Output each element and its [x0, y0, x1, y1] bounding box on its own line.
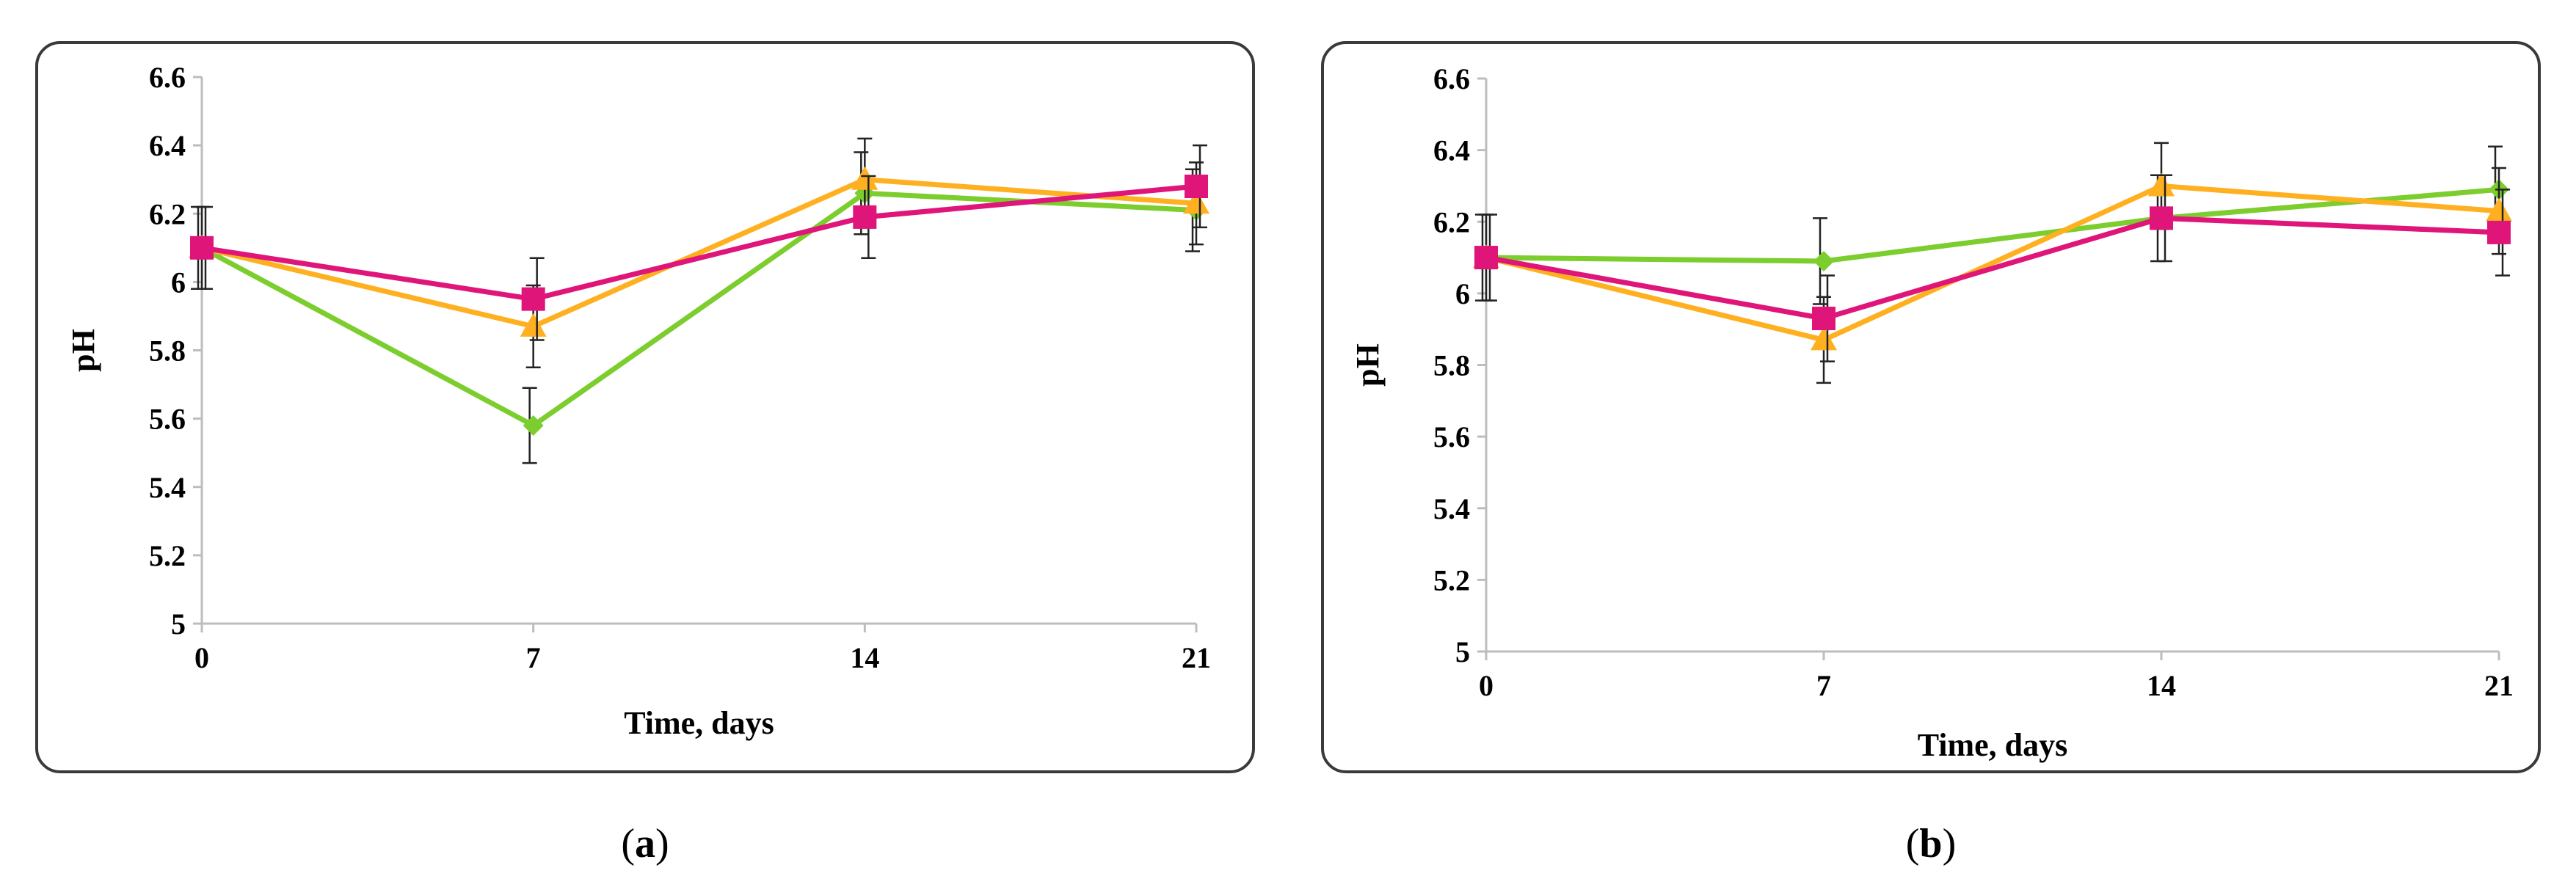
data-point-square: [521, 287, 545, 311]
y-tick-label: 5.2: [1433, 563, 1470, 596]
data-point-square: [2487, 220, 2511, 244]
y-tick-label: 6.6: [149, 61, 186, 94]
y-tick-label: 6.4: [1433, 134, 1470, 167]
data-point-square: [1474, 246, 1498, 270]
panel-caption-b: (b): [1905, 821, 1957, 866]
x-tick-label: 21: [1182, 641, 1211, 674]
data-point-square: [2150, 206, 2173, 230]
data-point-triangle: [2486, 197, 2512, 222]
y-axis-title: pH: [1350, 343, 1386, 387]
chart-b: 5 5.2 5.4 5.6 5.8 6 6.2 6.4 6.6 0 7 14 21 Time, days p…: [1350, 62, 2514, 763]
data-point-square: [1185, 175, 1208, 198]
y-tick-label: 5: [1455, 635, 1470, 668]
panel-caption-a: (a): [621, 821, 669, 866]
series-line: [200, 190, 1197, 428]
x-axis-title: Time, days: [624, 705, 774, 741]
y-axis-title: pH: [65, 329, 101, 372]
series-orange: [1473, 142, 2512, 384]
x-axis-title: Time, days: [1918, 727, 2068, 763]
x-tick-label: 21: [2484, 669, 2514, 702]
data-point-triangle: [520, 313, 547, 337]
panel-caption-b-letter: b: [1919, 821, 1943, 866]
y-tick-label: 6.4: [149, 129, 186, 162]
y-tick-label: 6.2: [1433, 205, 1470, 238]
y-tick-label: 5.2: [149, 539, 186, 572]
series-line: [201, 183, 1197, 302]
series-magenta: [190, 144, 1208, 341]
data-point-triangle: [851, 166, 878, 190]
x-tick-label: 7: [1816, 669, 1831, 702]
series-magenta: [1474, 174, 2511, 362]
data-point-square: [853, 205, 877, 229]
chart-a: 5 5.2 5.4 5.6 5.8 6 6.2 6.4 6.6 0 7 14 21 Time, days p…: [65, 61, 1211, 741]
series-line: [1485, 183, 2500, 343]
y-tick-label: 5.6: [1433, 420, 1470, 453]
y-tick-label: 5.4: [149, 471, 186, 504]
x-tick-label: 7: [526, 641, 541, 674]
series-line: [1485, 186, 2500, 264]
series-line: [201, 177, 1197, 329]
y-tick-label: 6.2: [149, 197, 186, 230]
panel-caption-a-letter: a: [635, 821, 655, 866]
x-tick-label: 14: [850, 641, 879, 674]
x-tick-label: 0: [1479, 669, 1493, 702]
data-point-square: [190, 236, 214, 260]
data-point-square: [1812, 307, 1835, 331]
chart-panel-a-frame: [35, 41, 1255, 773]
y-tick-label: 5: [171, 607, 186, 640]
y-tick-label: 6: [1455, 277, 1470, 310]
y-tick-label: 6.6: [1433, 62, 1470, 95]
y-tick-label: 6: [171, 266, 186, 299]
data-point-triangle: [1811, 326, 1837, 351]
series-orange: [189, 137, 1209, 369]
y-tick-label: 5.8: [149, 335, 186, 368]
data-point-triangle: [1183, 190, 1209, 214]
data-point-diamond: [1813, 250, 1834, 271]
data-point-diamond: [523, 415, 544, 436]
series-line: [1485, 215, 2500, 321]
y-tick-label: 5.8: [1433, 349, 1470, 382]
y-tick-label: 5.4: [1433, 492, 1470, 525]
y-tick-label: 5.6: [149, 403, 186, 436]
x-tick-label: 14: [2147, 669, 2176, 702]
x-tick-label: 0: [194, 641, 209, 674]
data-point-triangle: [2148, 172, 2175, 197]
